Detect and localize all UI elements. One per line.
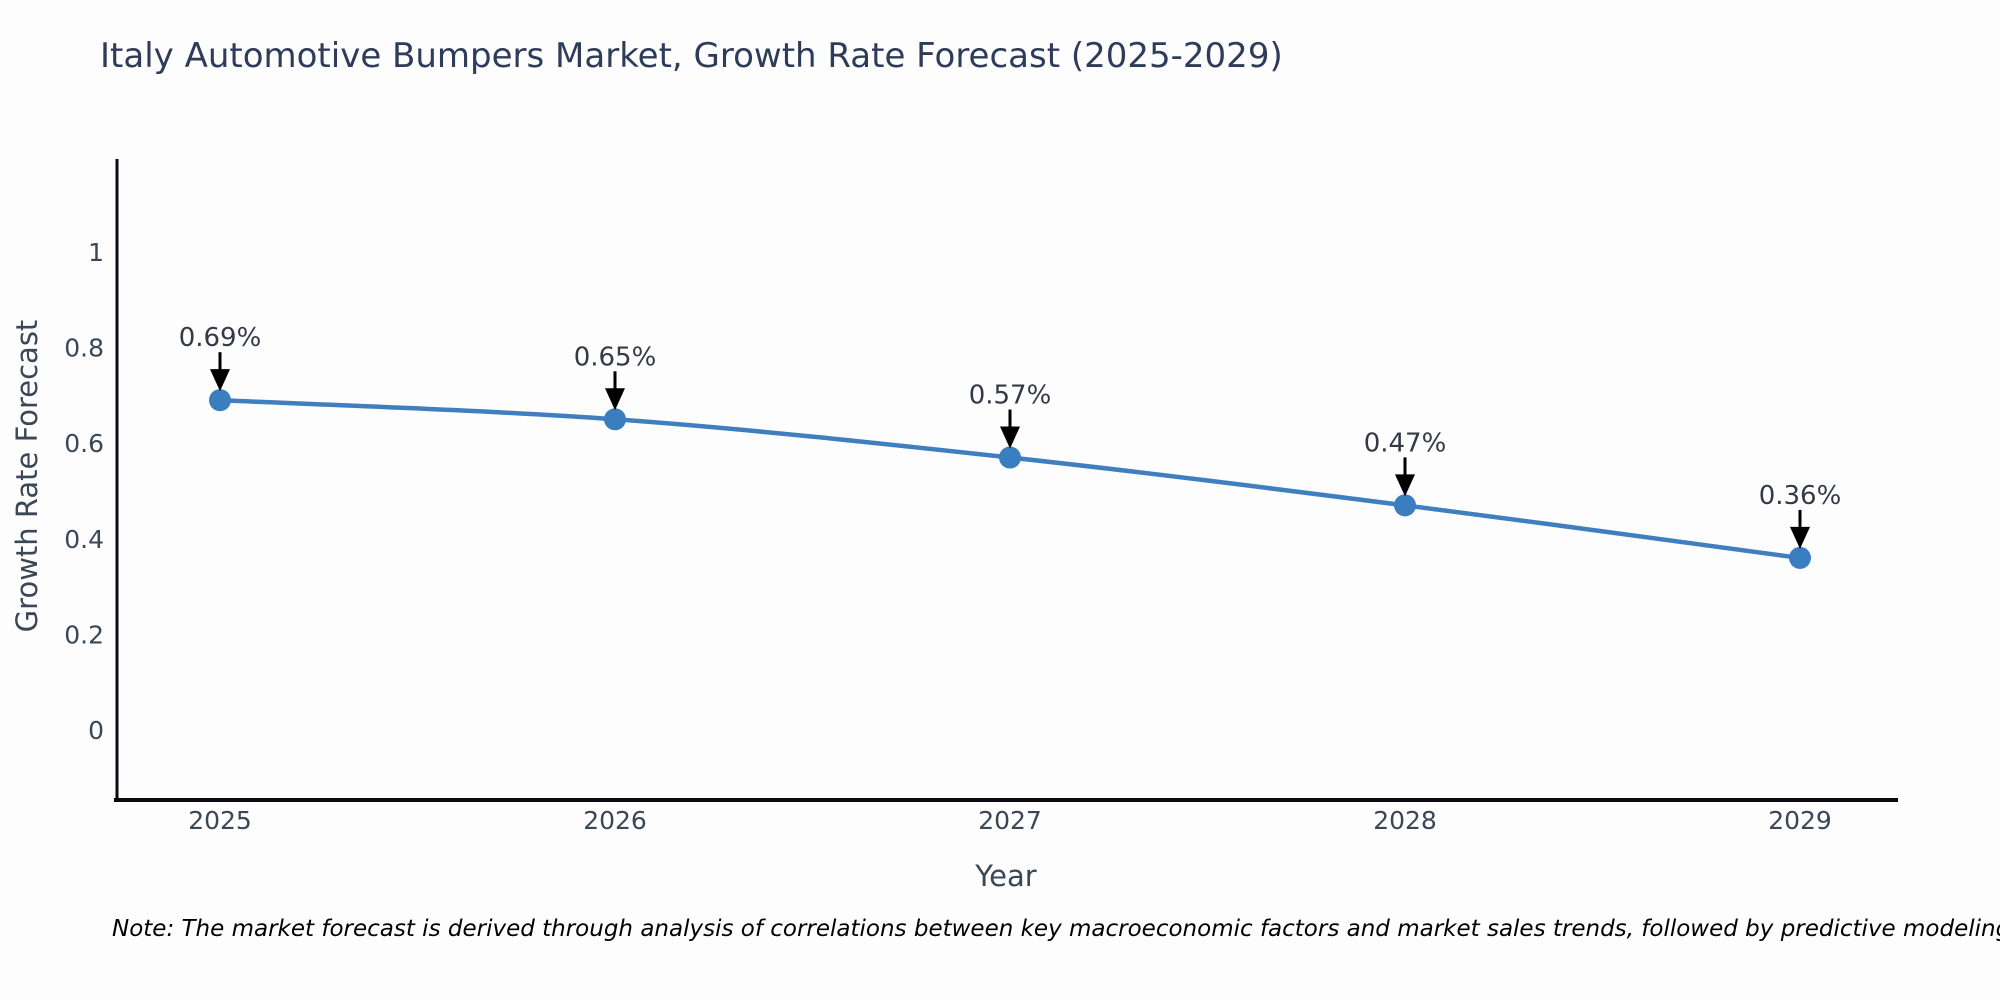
annotation-arrowhead-icon bbox=[605, 388, 625, 411]
annotation-arrowhead-icon bbox=[1395, 474, 1415, 497]
x-tick-label: 2025 bbox=[188, 806, 252, 835]
data-point bbox=[1394, 494, 1416, 517]
y-tick-label: 0.2 bbox=[64, 620, 104, 649]
y-tick-label: 0 bbox=[88, 716, 104, 745]
y-tick-label: 1 bbox=[88, 238, 104, 267]
annotation-arrowhead-icon bbox=[1000, 426, 1020, 449]
x-tick-label: 2028 bbox=[1373, 806, 1437, 835]
annotation-label: 0.36% bbox=[1759, 481, 1842, 511]
annotation-label: 0.57% bbox=[969, 381, 1052, 411]
footnote: Note: The market forecast is derived thr… bbox=[112, 916, 2000, 942]
data-point bbox=[999, 446, 1021, 469]
data-point bbox=[604, 408, 626, 431]
y-tick-label: 0.4 bbox=[64, 525, 104, 554]
annotation-label: 0.65% bbox=[574, 342, 657, 372]
data-point bbox=[209, 389, 231, 412]
annotation-arrowhead-icon bbox=[1790, 526, 1810, 549]
x-tick-label: 2029 bbox=[1768, 806, 1832, 835]
y-tick-label: 0.6 bbox=[64, 429, 104, 458]
data-point bbox=[1789, 546, 1811, 569]
annotation-label: 0.47% bbox=[1364, 428, 1447, 458]
annotation-arrowhead-icon bbox=[210, 369, 230, 392]
x-tick-label: 2027 bbox=[978, 806, 1042, 835]
x-tick-label: 2026 bbox=[583, 806, 647, 835]
y-tick-label: 0.8 bbox=[64, 334, 104, 363]
annotation-label: 0.69% bbox=[179, 323, 262, 353]
chart-title: Italy Automotive Bumpers Market, Growth … bbox=[100, 36, 1283, 76]
x-axis-title: Year bbox=[975, 859, 1037, 893]
y-axis-title: Growth Rate Forecast bbox=[10, 319, 44, 633]
